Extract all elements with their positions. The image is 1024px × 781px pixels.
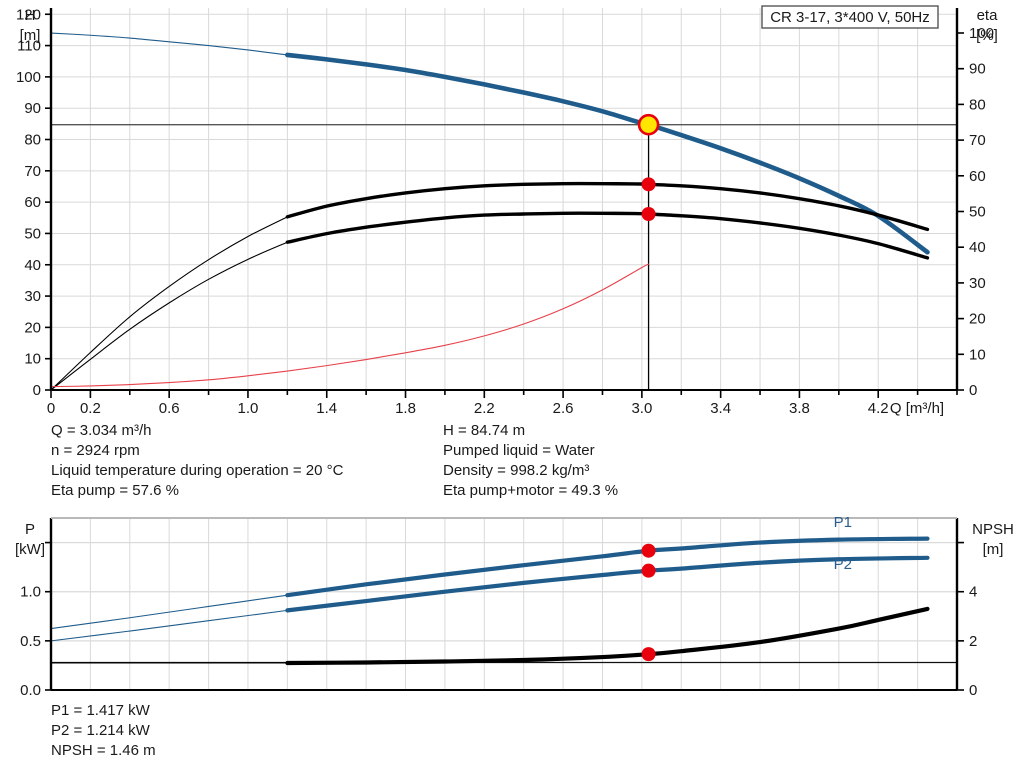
x-tick-label: 3.0 [631, 400, 652, 417]
y-tick-label-left: 1.0 [20, 584, 41, 601]
power-info: P1 = 1.417 kW P2 = 1.214 kW NPSH = 1.46 … [51, 701, 156, 761]
y-tick-label-right: 20 [969, 311, 986, 328]
y-tick-label-right: 10 [969, 346, 986, 363]
x-tick-label: 2.6 [553, 400, 574, 417]
y-tick-label-left: 100 [16, 69, 41, 86]
npsh-point [641, 647, 656, 662]
y-tick-label-left: 60 [24, 194, 41, 211]
curve-5 [285, 606, 930, 666]
y-axis-right-unit: [%] [976, 27, 998, 44]
duty-point-marker[interactable] [637, 113, 660, 136]
y-tick-label-right: 0 [969, 382, 977, 399]
pump-model-title: CR 3-17, 3*400 V, 50Hz [770, 9, 930, 26]
info-eta-pump-motor: Eta pump+motor = 49.3 % [443, 482, 619, 499]
x-tick-label: 1.0 [238, 400, 259, 417]
curve-label-p1: P1 [834, 514, 852, 531]
y-tick-label-right: 70 [969, 132, 986, 149]
y-tick-label-left: 90 [24, 100, 41, 117]
x-tick-label: 2.2 [474, 400, 495, 417]
x-tick-label: 3.4 [710, 400, 731, 417]
info-npsh: NPSH = 1.46 m [51, 742, 156, 759]
x-tick-label: 0 [47, 400, 55, 417]
curve-1 [285, 52, 930, 255]
x-tick-label: 3.8 [789, 400, 810, 417]
p2-point [641, 563, 656, 578]
eta-pump-motor-point [641, 206, 656, 221]
y-tick-label-right: 4 [969, 584, 977, 601]
info-h: H = 84.74 m [443, 422, 526, 439]
y-axis-right-title: NPSH [972, 521, 1014, 538]
info-n: n = 2924 rpm [51, 442, 140, 459]
y-tick-label-right: 40 [969, 239, 986, 256]
y-tick-label-left: 40 [24, 257, 41, 274]
info-p1: P1 = 1.417 kW [51, 702, 150, 719]
x-tick-label: 0.2 [80, 400, 101, 417]
x-tick-label: 0.6 [159, 400, 180, 417]
duty-info-left: Q = 3.034 m³/h n = 2924 rpm Liquid tempe… [51, 421, 343, 501]
curve-4 [50, 241, 288, 391]
info-q: Q = 3.034 m³/h [51, 422, 152, 439]
y-tick-label-left: 120 [16, 6, 41, 23]
y-tick-label-right: 0 [969, 682, 977, 699]
y-tick-label-left: 0.5 [20, 633, 41, 650]
y-axis-right-title: eta [977, 7, 999, 24]
y-tick-label-right: 60 [969, 168, 986, 185]
y-axis-left-unit: [kW] [15, 541, 45, 558]
y-tick-label-right: 80 [969, 96, 986, 113]
x-axis-title: Q [m³/h] [890, 400, 944, 417]
x-tick-label: 4.2 [868, 400, 889, 417]
curve-0 [50, 32, 288, 56]
curve-3 [285, 555, 930, 613]
eta-pump-point [641, 177, 656, 192]
y-tick-label-left: 70 [24, 163, 41, 180]
y-tick-label-left: 80 [24, 132, 41, 149]
curve-3 [285, 181, 930, 232]
curve-2 [50, 216, 288, 391]
y-tick-label-left: 0.0 [20, 682, 41, 699]
y-axis-right-unit: [m] [983, 541, 1004, 558]
p1-point [641, 543, 656, 558]
y-tick-label-left: 50 [24, 225, 41, 242]
y-axis-left-title: P [25, 521, 35, 538]
head-efficiency-chart: 0 10 20 30 40 50 60 70 80 90 100 110 120 0 10 20 30 40 50 6… [16, 5, 999, 417]
info-p2: P2 = 1.214 kW [51, 722, 150, 739]
duty-info-right: H = 84.74 m Pumped liquid = Water Densit… [443, 421, 618, 501]
y-tick-label-right: 2 [969, 633, 977, 650]
y-tick-label-left: 0 [33, 382, 41, 399]
y-tick-label-left: 20 [24, 319, 41, 336]
y-tick-label-right: 50 [969, 203, 986, 220]
y-tick-label-right: 100 [969, 25, 994, 42]
info-eta-pump: Eta pump = 57.6 % [51, 482, 179, 499]
x-tick-label: 1.8 [395, 400, 416, 417]
curve-label-p2: P2 [834, 556, 852, 573]
info-density: Density = 998.2 kg/m³ [443, 462, 590, 479]
y-tick-label-left: 10 [24, 351, 41, 368]
y-tick-label-right: 90 [969, 61, 986, 78]
curve-6 [50, 263, 650, 388]
power-npsh-chart: 0.0 0.5 1.0 0 2 4 P [kW] NPSH [m] P1 P2 [15, 514, 1014, 699]
y-tick-label-left: 30 [24, 288, 41, 305]
curve-1 [285, 536, 930, 598]
y-axis-left-unit: [m] [20, 27, 41, 44]
title-box [761, 5, 939, 29]
curve-2 [50, 609, 288, 642]
curve-5 [285, 211, 930, 260]
y-tick-label-right: 30 [969, 275, 986, 292]
y-tick-label-left: 110 [17, 38, 41, 55]
info-liquid-temp: Liquid temperature during operation = 20… [51, 462, 344, 479]
info-pumped-liquid: Pumped liquid = Water [443, 442, 595, 459]
x-tick-label: 1.4 [316, 400, 337, 417]
y-axis-left-title: H [25, 7, 36, 24]
curve-0 [50, 594, 288, 630]
